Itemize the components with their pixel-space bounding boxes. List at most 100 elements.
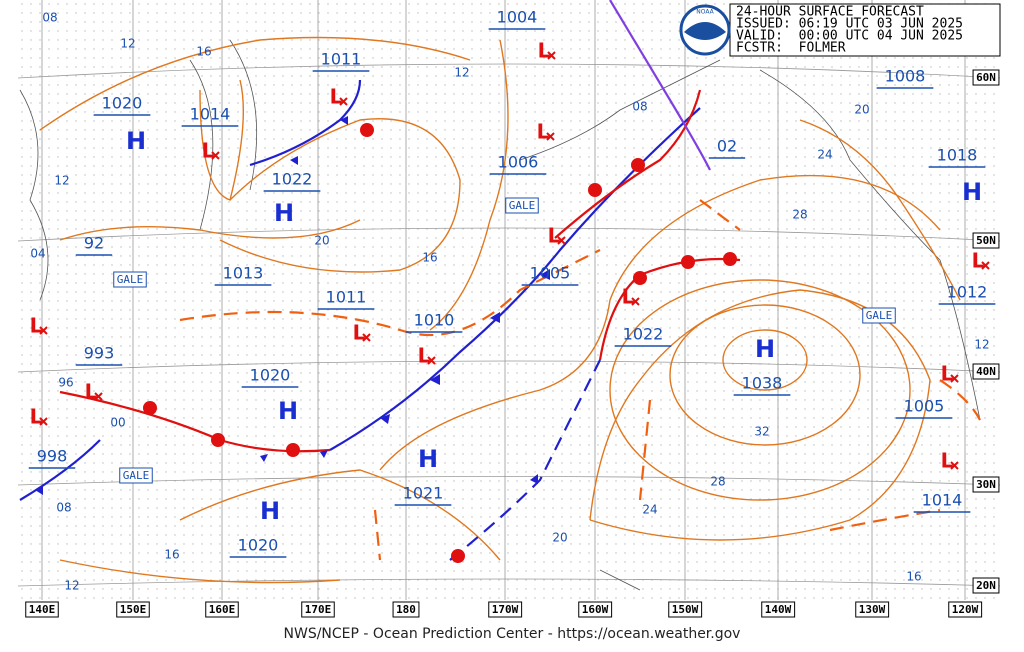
isobar-label: 12	[64, 579, 79, 593]
gale-box	[862, 307, 896, 324]
gale-box	[505, 197, 539, 214]
isobar-label: 16	[422, 251, 437, 265]
pressure-label: 1018	[937, 146, 978, 165]
longitude-label: 160E	[209, 603, 236, 616]
gale-label: GALE	[866, 309, 893, 322]
low-marker	[39, 326, 48, 335]
latitude-label-box	[972, 363, 1000, 380]
isobar-label: 28	[792, 208, 807, 222]
isobar-label: 08	[42, 11, 57, 25]
low-center: L	[548, 224, 561, 248]
low-center: L	[941, 362, 954, 386]
isobar-label: 20	[314, 234, 329, 248]
longitude-label: 170W	[492, 603, 519, 616]
longitude-label: 150E	[120, 603, 147, 616]
low-center: L	[85, 380, 98, 404]
pressure-label: 1008	[885, 67, 926, 86]
pressure-label: 1006	[498, 153, 539, 172]
high-center: H	[418, 445, 438, 473]
latitude-label-box	[972, 577, 1000, 594]
low-marker	[950, 461, 959, 470]
isobar-label: 16	[196, 45, 211, 59]
isobar-label: 96	[58, 376, 73, 390]
front-symbols	[35, 116, 737, 563]
isobar-label: 12	[454, 66, 469, 80]
low-center: L	[538, 39, 551, 63]
low-center: L	[537, 120, 550, 144]
low-marker	[39, 417, 48, 426]
pressure-label: 1020	[250, 366, 291, 385]
gale-label: GALE	[509, 199, 536, 212]
high-center: H	[126, 127, 146, 155]
longitude-label: 140W	[765, 603, 792, 616]
pressure-label: 1011	[321, 50, 362, 69]
longitude-label: 150W	[672, 603, 699, 616]
latitude-label: 50N	[976, 234, 996, 247]
header-line: VALID: 00:00 UTC 04 JUN 2025	[736, 29, 963, 44]
longitude-label: 130W	[859, 603, 886, 616]
gale-label: GALE	[117, 273, 144, 286]
high-center: H	[962, 178, 982, 206]
isobar-label: 08	[56, 501, 71, 515]
isobar-label: 04	[30, 247, 45, 261]
longitude-label: 170E	[305, 603, 332, 616]
low-marker	[211, 151, 220, 160]
low-marker	[631, 297, 640, 306]
isobar-label: 24	[642, 503, 657, 517]
high-center: H	[260, 497, 280, 525]
low-marker	[557, 236, 566, 245]
pressure-label: 1038	[742, 374, 783, 393]
latitude-label-box	[972, 476, 1000, 493]
low-marker	[94, 392, 103, 401]
pressure-label: 02	[717, 137, 737, 156]
isobar-label: 16	[164, 548, 179, 562]
latitude-label: 20N	[976, 579, 996, 592]
longitude-label-box	[205, 601, 239, 618]
pressure-label: 1014	[922, 491, 963, 510]
graticule	[17, 0, 1001, 600]
header-box: NOAA 24-HOUR SURFACE FORECAST ISSUED: 06…	[679, 3, 1001, 57]
high-center: H	[278, 397, 298, 425]
longitude-label-box	[488, 601, 523, 618]
isobar-label: 08	[632, 100, 647, 114]
low-marker	[362, 333, 371, 342]
header-line: FCSTR: FOLMER	[736, 41, 846, 56]
longitude-label: 120W	[952, 603, 979, 616]
longitude-label-box	[855, 601, 890, 618]
isobar-label: 12	[974, 338, 989, 352]
low-marker	[547, 51, 556, 60]
isobars	[39, 36, 961, 584]
isobar-label: 12	[120, 37, 135, 51]
pressure-label: 1021	[403, 484, 444, 503]
low-marker	[546, 132, 555, 141]
high-center: H	[755, 335, 775, 363]
pressure-label: 1012	[947, 283, 988, 302]
isobar-label: 20	[854, 103, 869, 117]
low-marker	[950, 374, 959, 383]
isobar-label: 16	[906, 570, 921, 584]
pressure-label: 1011	[326, 288, 367, 307]
gale-box	[113, 271, 147, 288]
latitude-label-box	[972, 69, 1000, 86]
pressure-label: 1005	[530, 264, 571, 283]
isobar-label: 20	[552, 531, 567, 545]
pressure-label: 1005	[904, 397, 945, 416]
isobar-label: 28	[710, 475, 725, 489]
low-center: L	[941, 449, 954, 473]
low-center: L	[330, 85, 343, 109]
longitude-label: 140E	[29, 603, 56, 616]
pressure-label: 1013	[223, 264, 264, 283]
low-marker	[981, 261, 990, 270]
latitude-label: 40N	[976, 365, 996, 378]
pressure-label: 993	[84, 344, 115, 363]
pressure-label: 1020	[102, 94, 143, 113]
coastlines	[19, 39, 981, 591]
pressure-label: 998	[37, 447, 68, 466]
gale-label: GALE	[123, 469, 150, 482]
pressure-label: 1022	[623, 325, 664, 344]
low-center: L	[30, 314, 43, 338]
pressure-label: 92	[84, 234, 104, 253]
longitude-label-box	[578, 601, 613, 618]
latitude-label: 60N	[976, 71, 996, 84]
noaa-bird	[684, 22, 726, 40]
